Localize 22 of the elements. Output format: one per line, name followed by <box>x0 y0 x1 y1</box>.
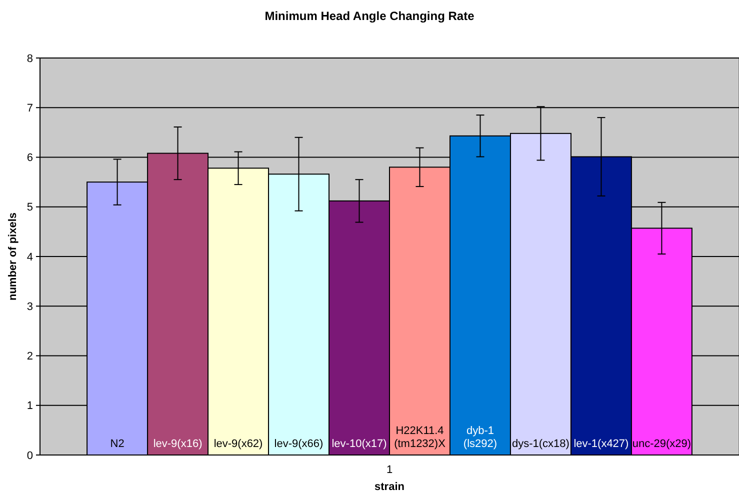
series-label: H22K11.4 (tm1232)X <box>394 425 446 450</box>
y-tick-label: 0 <box>26 450 33 462</box>
y-tick-label: 4 <box>26 251 33 264</box>
series-label: dyb-1 (ls292) <box>463 425 498 450</box>
series-label: lev-1(x427) <box>574 438 629 450</box>
y-tick-label: 6 <box>26 152 33 164</box>
series-label: unc-29(x29) <box>632 438 692 450</box>
series-label: lev-9(x16) <box>153 438 202 450</box>
y-tick-label: 2 <box>26 350 33 363</box>
series-label: lev-9(x66) <box>274 438 324 450</box>
y-tick-label: 3 <box>26 300 33 313</box>
y-tick-label: 1 <box>26 400 33 412</box>
y-tick-label: 7 <box>26 102 33 114</box>
chart-title: Minimum Head Angle Changing Rate <box>264 9 475 23</box>
series-label: N2 <box>110 438 124 450</box>
series-label: dys-1(cx18) <box>512 438 570 450</box>
y-axis-title: number of pixels <box>7 212 19 301</box>
x-axis-title: strain <box>374 481 405 493</box>
series-label: lev-9(x62) <box>214 438 263 450</box>
y-tick-label: 5 <box>26 202 33 214</box>
series-label: lev-10(x17) <box>332 438 387 450</box>
y-tick-label: 8 <box>26 52 33 65</box>
